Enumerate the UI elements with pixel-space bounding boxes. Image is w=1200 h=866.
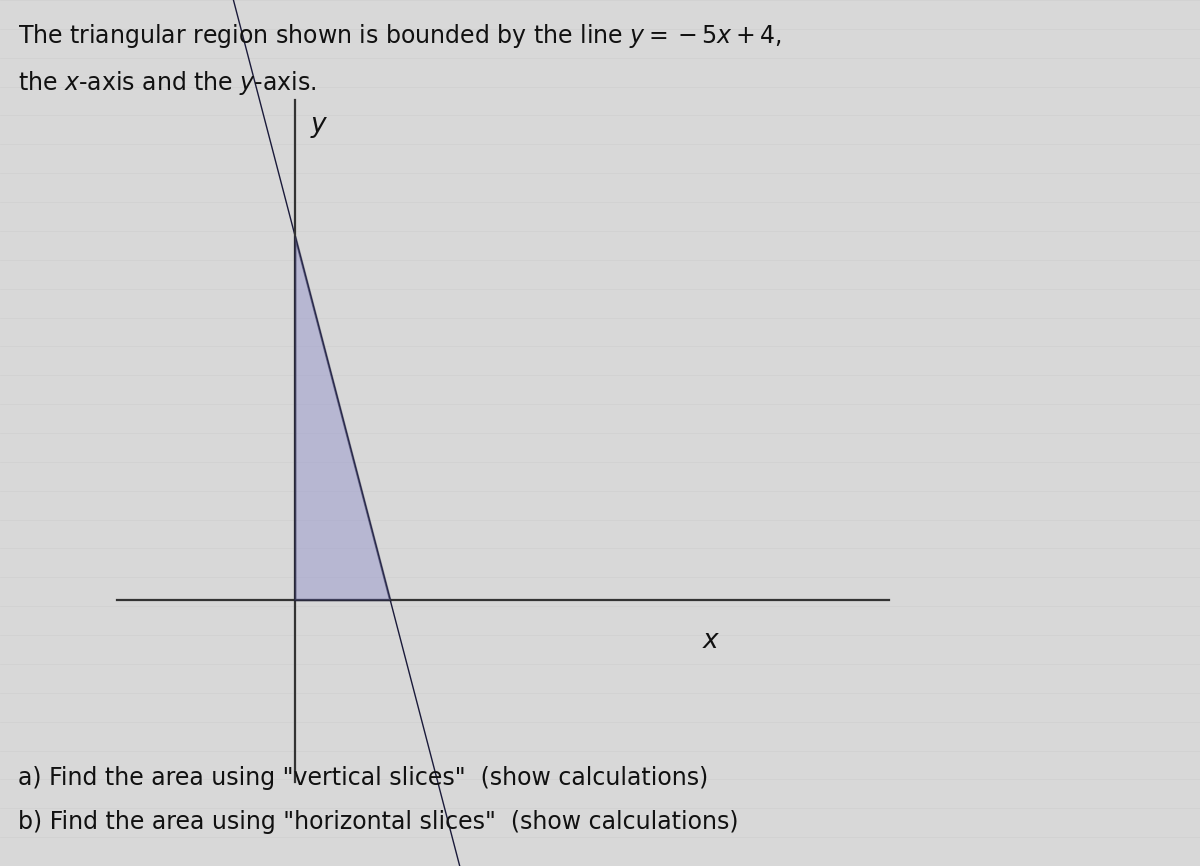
Text: The triangular region shown is bounded by the line $y = -5x + 4,$: The triangular region shown is bounded b… bbox=[18, 22, 782, 49]
Text: $y$: $y$ bbox=[310, 114, 328, 140]
Polygon shape bbox=[295, 236, 390, 600]
Text: $x$: $x$ bbox=[702, 628, 720, 654]
Text: b) Find the area using "horizontal slices"  (show calculations): b) Find the area using "horizontal slice… bbox=[18, 810, 738, 834]
Text: the $x$-axis and the $y$-axis.: the $x$-axis and the $y$-axis. bbox=[18, 69, 317, 97]
Text: a) Find the area using "vertical slices"  (show calculations): a) Find the area using "vertical slices"… bbox=[18, 766, 708, 791]
